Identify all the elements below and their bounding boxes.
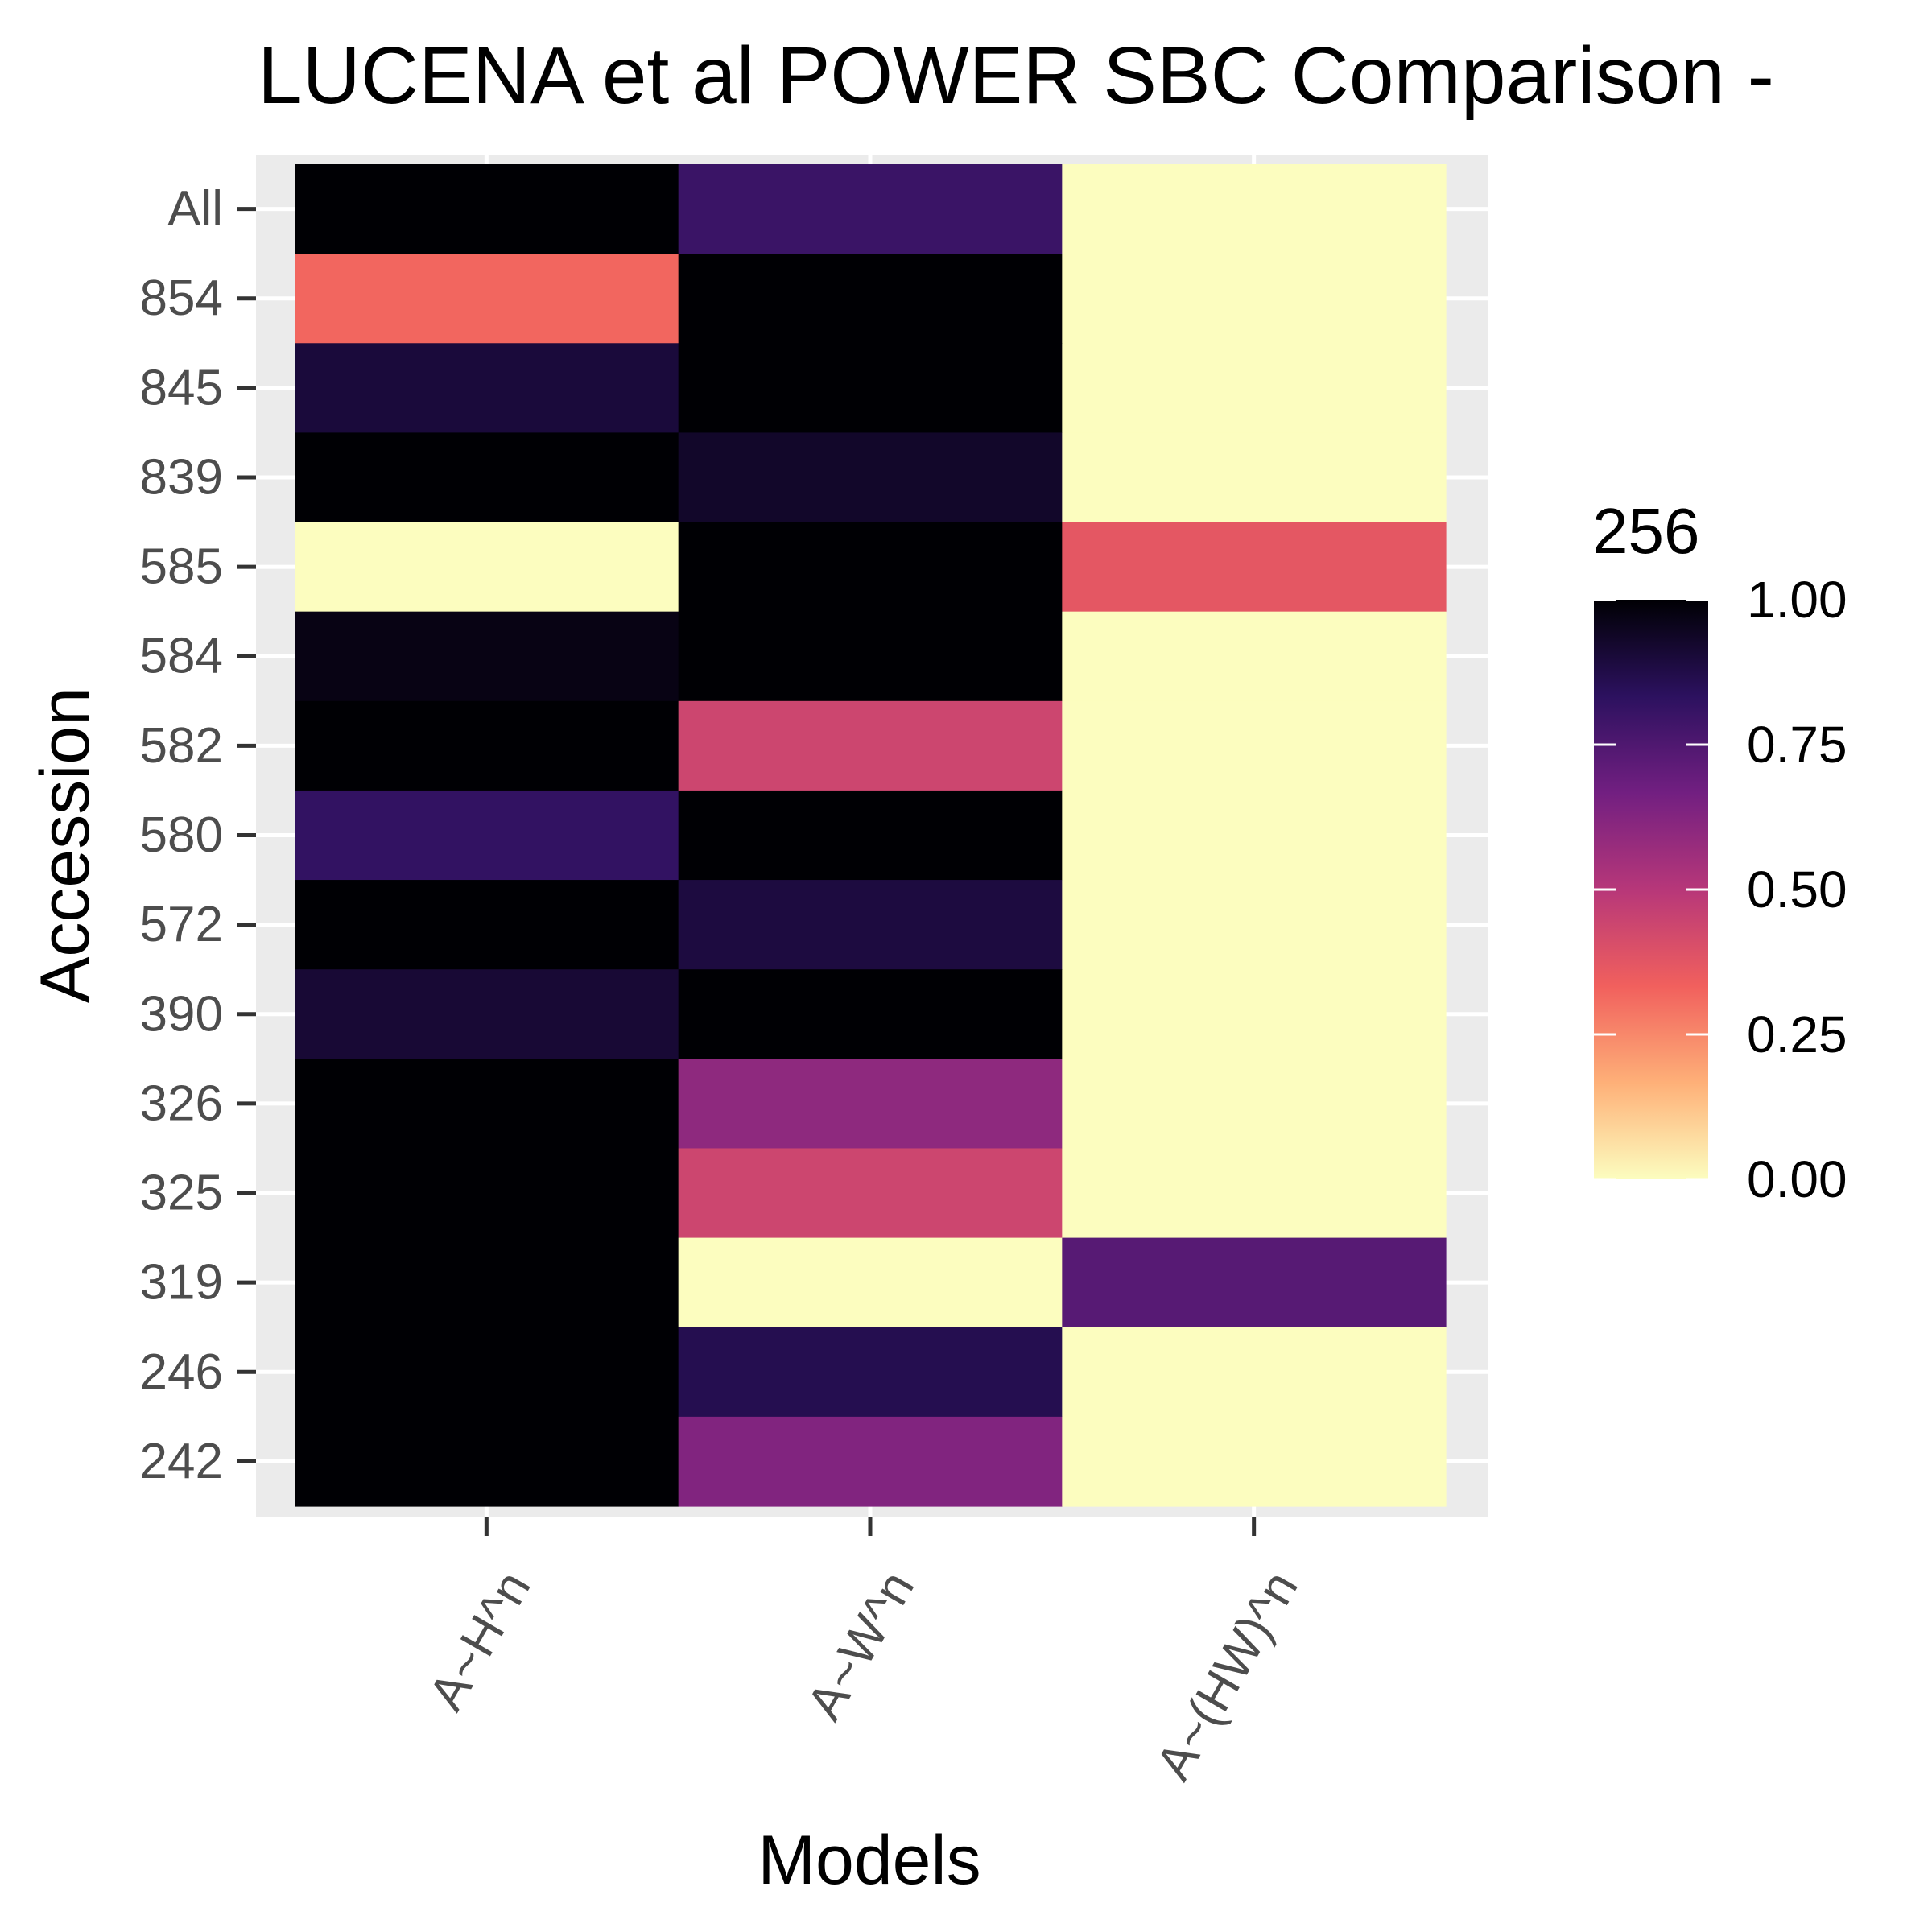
y-axis: All 854 845 839 585 584 582 580 572 390 326 325 319 2…: [140, 181, 256, 1489]
y-tick-label: 325: [140, 1166, 223, 1221]
heatmap-cell: [678, 1237, 1063, 1328]
heatmap-cell: [678, 1148, 1063, 1239]
x-axis-title: Models: [758, 1822, 980, 1899]
heatmap-cell: [295, 790, 679, 881]
heatmap-cell: [1062, 343, 1447, 433]
heatmap-cell: [1062, 611, 1447, 702]
y-tick-label: 242: [140, 1434, 223, 1489]
legend-tick-label: 0.00: [1747, 1150, 1847, 1208]
heatmap-cell: [295, 522, 679, 613]
heatmap-cell: [295, 1416, 679, 1507]
y-tick-label: 246: [140, 1344, 223, 1400]
x-axis: A~H^n A~W^n A~(HW)^n: [419, 1517, 1309, 1789]
legend-tick-label: 0.25: [1747, 1005, 1847, 1063]
heatmap-cell: [295, 1327, 679, 1418]
heatmap-cell: [1062, 1327, 1447, 1418]
heatmap-cell: [678, 611, 1063, 702]
y-tick-label: 845: [140, 360, 223, 415]
heatmap-cell: [678, 790, 1063, 881]
heatmap-cell: [1062, 969, 1447, 1059]
heatmap-cell: [295, 254, 679, 344]
heatmap-cell: [1062, 1148, 1447, 1239]
heatmap-cell: [678, 969, 1063, 1059]
heatmap-cell: [1062, 164, 1447, 254]
legend-tick-label: 0.50: [1747, 861, 1847, 919]
heatmap-cell: [295, 164, 679, 254]
heatmap-cell: [678, 700, 1063, 791]
heatmap-cell: [1062, 1237, 1447, 1328]
y-tick-label: 580: [140, 807, 223, 863]
heatmap-cell: [678, 164, 1063, 254]
heatmap-cell: [678, 1416, 1063, 1507]
color-legend: 256 0.00 0.25 0.50 0.75 1.00: [1592, 495, 1847, 1208]
heatmap-cell: [1062, 700, 1447, 791]
y-tick-label: 390: [140, 986, 223, 1042]
heatmap-cell: [678, 343, 1063, 433]
x-tick-label: A~H^n: [419, 1563, 542, 1720]
heatmap-cell: [1062, 522, 1447, 613]
legend-ticks: 0.00 0.25 0.50 0.75 1.00: [1594, 571, 1847, 1208]
heatmap-cell: [295, 1148, 679, 1239]
y-tick-label: 319: [140, 1255, 223, 1311]
y-tick-label: 582: [140, 718, 223, 774]
y-axis-title: Accession: [27, 687, 104, 1003]
y-tick-label: 839: [140, 449, 223, 505]
heatmap-cell: [295, 700, 679, 791]
heatmap-cell: [295, 1237, 679, 1328]
heatmap-cell: [1062, 790, 1447, 881]
legend-tick-label: 0.75: [1747, 716, 1847, 774]
y-tick-label: 585: [140, 539, 223, 595]
heatmap-cell: [295, 432, 679, 523]
y-tick-label: 326: [140, 1075, 223, 1131]
legend-tick-label: 1.00: [1747, 571, 1847, 629]
y-tick-label: 584: [140, 629, 223, 684]
y-tick-label: 854: [140, 270, 223, 326]
y-tick-label: 572: [140, 897, 223, 952]
heatmap-cell: [295, 969, 679, 1059]
heatmap-cell: [678, 522, 1063, 613]
heatmap-cell: [678, 254, 1063, 344]
x-tick-label: A~W^n: [797, 1563, 926, 1729]
heatmap-cell: [678, 1327, 1063, 1418]
heatmap-cell: [678, 432, 1063, 523]
heatmap-cell: [295, 880, 679, 970]
legend-title: 256: [1592, 495, 1699, 567]
heatmap-cell: [678, 880, 1063, 970]
heatmap-cell: [295, 611, 679, 702]
x-tick-label: A~(HW)^n: [1146, 1563, 1309, 1790]
plot-panel: [256, 155, 1488, 1517]
heatmap-cell: [1062, 1416, 1447, 1507]
heatmap-cell: [295, 343, 679, 433]
chart-title: LUCENA et al POWER SBC Comparison -: [258, 31, 1774, 121]
heatmap-cell: [1062, 880, 1447, 970]
heatmap-cell: [1062, 1059, 1447, 1150]
heatmap-cell: [1062, 432, 1447, 523]
heatmap-cell: [295, 1059, 679, 1150]
heatmap-cell: [678, 1059, 1063, 1150]
heatmap-cells: [295, 164, 1447, 1507]
y-tick-label: All: [167, 181, 223, 237]
heatmap-cell: [1062, 254, 1447, 344]
